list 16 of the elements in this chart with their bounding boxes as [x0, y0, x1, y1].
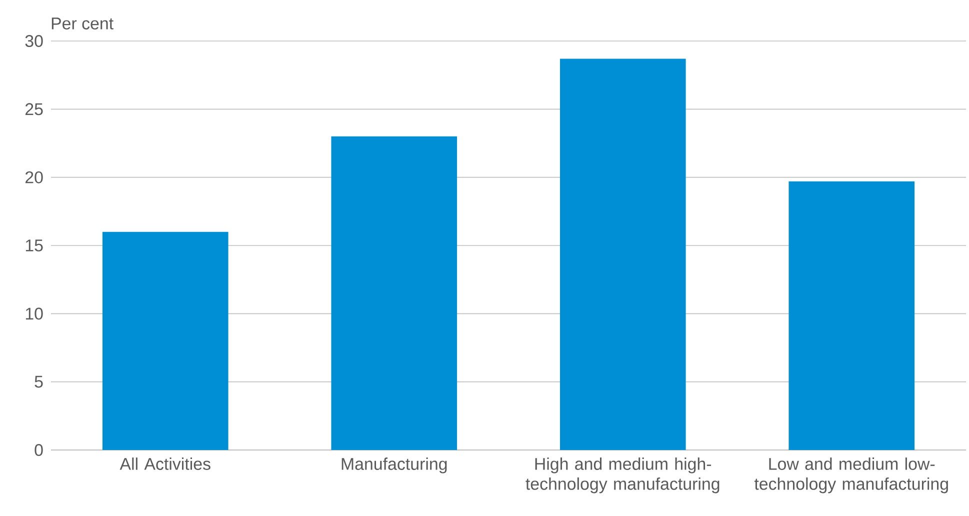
x-tick-label: Low and medium low-technology manufacturing: [754, 458, 948, 494]
bar: [102, 232, 228, 450]
y-tick-label: 10: [26, 308, 43, 320]
x-tick-label: Manufacturing: [342, 458, 447, 474]
x-tick-label: All Activities: [120, 458, 210, 470]
bar: [788, 181, 915, 450]
bar: [331, 136, 458, 450]
y-axis-title: Per cent: [52, 18, 114, 30]
y-tick-label: 5: [34, 376, 43, 388]
y-tick-label: 0: [34, 444, 43, 456]
x-tick-label: High and medium high-technology manufacturing: [526, 458, 720, 494]
y-tick-label: 20: [26, 171, 43, 184]
y-tick-label: 15: [26, 240, 43, 252]
y-tick-label: 25: [26, 103, 43, 116]
y-tick-label: 30: [25, 35, 43, 47]
bar: [560, 58, 686, 450]
